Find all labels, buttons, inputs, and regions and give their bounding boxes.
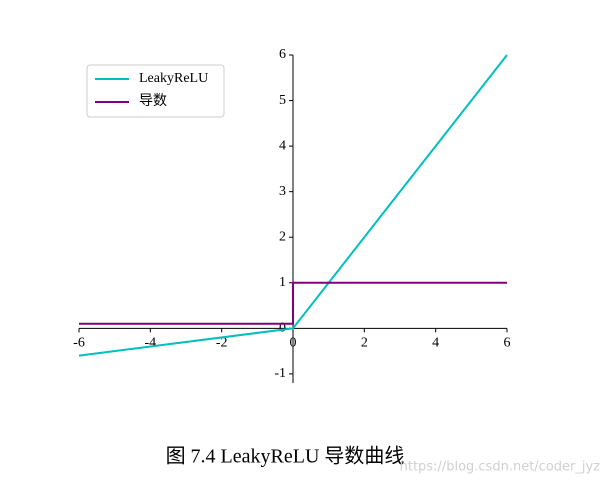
x-tick-label: 6 [504,336,511,351]
series-line [78,54,508,357]
y-tick-label: 0 [279,321,286,336]
x-tick-label: 0 [290,336,297,351]
y-tick-label: -1 [274,366,286,381]
x-tick-label: 4 [432,336,439,351]
watermark: https://blog.csdn.net/coder_jyz [400,460,601,475]
y-tick-label: 6 [279,47,286,62]
x-tick-label: -4 [144,336,156,351]
legend-label: 导数 [139,93,167,109]
legend-label: LeakyReLU [139,71,208,86]
chart-caption: 图 7.4 LeakyReLU 导数曲线 [166,445,405,468]
y-tick-label: 2 [279,229,286,244]
y-tick-label: 3 [279,184,286,199]
x-tick-label: -2 [216,336,228,351]
x-tick-label: -6 [73,336,85,351]
x-tick-label: 2 [361,336,368,351]
y-tick-label: 5 [279,93,286,108]
y-tick-label: 1 [279,275,286,290]
series-line [79,281,507,325]
y-tick-label: 4 [279,138,286,153]
